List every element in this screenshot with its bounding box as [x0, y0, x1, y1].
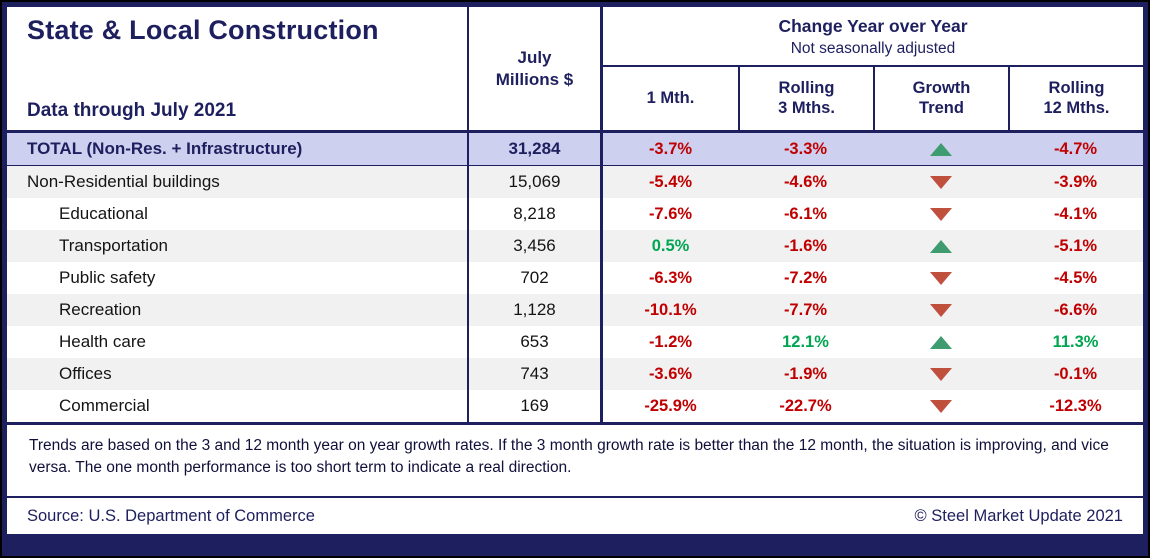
- pct-12mths: -3.9%: [1053, 172, 1098, 191]
- pct-1mth: 0.5%: [651, 236, 690, 255]
- table-row-recreation: Recreation 1,128 -10.1% -7.7% -6.6%: [7, 294, 1143, 326]
- sub-column-headers: 1 Mth. Rolling 3 Mths. Growth Trend Roll…: [603, 67, 1143, 130]
- pct-3mths: -7.7%: [783, 300, 828, 319]
- pct-12mths: -4.7%: [1053, 139, 1098, 158]
- trend-cell: [873, 133, 1008, 165]
- row-value: 8,218: [469, 198, 603, 230]
- pct-3mths: -6.1%: [783, 204, 828, 223]
- trend-up-icon: [929, 239, 952, 253]
- row-label: Health care: [7, 326, 469, 358]
- table-row-health-care: Health care 653 -1.2% 12.1% 11.3%: [7, 326, 1143, 358]
- row-value: 15,069: [469, 166, 603, 198]
- source-row: Source: U.S. Department of Commerce © St…: [7, 498, 1143, 534]
- trend-down-icon: [929, 271, 952, 285]
- table-row-public-safety: Public safety 702 -6.3% -7.2% -4.5%: [7, 262, 1143, 294]
- trend-cell: [873, 262, 1008, 294]
- row-value: 169: [469, 390, 603, 422]
- row-label: Educational: [7, 198, 469, 230]
- pct-3mths: -1.6%: [783, 236, 828, 255]
- pct-3mths: -3.3%: [783, 139, 828, 158]
- change-group-title-block: Change Year over Year Not seasonally adj…: [603, 7, 1143, 67]
- row-value: 653: [469, 326, 603, 358]
- trend-cell: [873, 358, 1008, 390]
- pct-3mths: -4.6%: [783, 172, 828, 191]
- trend-down-icon: [929, 175, 952, 189]
- table-row-transportation: Transportation 3,456 0.5% -1.6% -5.1%: [7, 230, 1143, 262]
- column-header-rolling-3mths: Rolling 3 Mths.: [738, 67, 873, 130]
- trend-cell: [873, 326, 1008, 358]
- trend-cell: [873, 198, 1008, 230]
- trend-down-icon: [929, 303, 952, 317]
- row-label: TOTAL (Non-Res. + Infrastructure): [7, 133, 469, 165]
- column-header-growth-trend: Growth Trend: [873, 67, 1008, 130]
- pct-1mth: -10.1%: [644, 300, 697, 319]
- table-row-educational: Educational 8,218 -7.6% -6.1% -4.1%: [7, 198, 1143, 230]
- trend-up-icon: [929, 335, 952, 349]
- pct-1mth: -3.7%: [648, 139, 693, 158]
- pct-12mths: -4.1%: [1053, 204, 1098, 223]
- pct-3mths: -22.7%: [779, 396, 832, 415]
- row-label: Transportation: [7, 230, 469, 262]
- row-value: 1,128: [469, 294, 603, 326]
- table-header: State & Local Construction Data through …: [7, 7, 1143, 133]
- trend-down-icon: [929, 367, 952, 381]
- trend-methodology-note: Trends are based on the 3 and 12 month y…: [7, 422, 1143, 498]
- pct-1mth: -6.3%: [648, 268, 693, 287]
- trend-cell: [873, 166, 1008, 198]
- table-row-offices: Offices 743 -3.6% -1.9% -0.1%: [7, 358, 1143, 390]
- pct-1mth: -1.2%: [648, 332, 693, 351]
- data-through-label: Data through July 2021: [27, 100, 237, 121]
- row-value: 31,284: [469, 133, 603, 165]
- pct-12mths: -4.5%: [1053, 268, 1098, 287]
- row-value: 3,456: [469, 230, 603, 262]
- group-header-title: Change Year over Year: [778, 16, 968, 36]
- column-header-july-millions: July Millions $: [469, 7, 603, 130]
- trend-down-icon: [929, 207, 952, 221]
- trend-cell: [873, 294, 1008, 326]
- column-header-rolling-12mths: Rolling 12 Mths.: [1008, 67, 1143, 130]
- copyright-label: © Steel Market Update 2021: [914, 506, 1123, 525]
- pct-12mths: 11.3%: [1052, 332, 1099, 351]
- row-value: 743: [469, 358, 603, 390]
- pct-12mths: -12.3%: [1049, 396, 1102, 415]
- change-group-header: Change Year over Year Not seasonally adj…: [603, 7, 1143, 130]
- trend-cell: [873, 230, 1008, 262]
- trend-down-icon: [929, 399, 952, 413]
- pct-1mth: -7.6%: [648, 204, 693, 223]
- pct-1mth: -3.6%: [648, 364, 693, 383]
- group-header-subtitle: Not seasonally adjusted: [790, 40, 956, 57]
- row-value: 702: [469, 262, 603, 294]
- row-label: Non-Residential buildings: [7, 166, 469, 198]
- row-label: Recreation: [7, 294, 469, 326]
- trend-up-icon: [929, 142, 952, 156]
- pct-12mths: -6.6%: [1053, 300, 1098, 319]
- row-label: Public safety: [7, 262, 469, 294]
- trend-cell: [873, 390, 1008, 422]
- row-label: Offices: [7, 358, 469, 390]
- source-label: Source: U.S. Department of Commerce: [27, 506, 315, 525]
- pct-1mth: -25.9%: [644, 396, 697, 415]
- table-row-total: TOTAL (Non-Res. + Infrastructure) 31,284…: [7, 133, 1143, 166]
- pct-1mth: -5.4%: [648, 172, 693, 191]
- table-row-commercial: Commercial 169 -25.9% -22.7% -12.3%: [7, 390, 1143, 422]
- pct-3mths: 12.1%: [782, 332, 829, 351]
- pct-12mths: -5.1%: [1053, 236, 1098, 255]
- pct-3mths: -1.9%: [783, 364, 828, 383]
- pct-3mths: -7.2%: [783, 268, 828, 287]
- bottom-navy-strip: [7, 534, 1143, 551]
- header-left-cell: State & Local Construction Data through …: [7, 7, 469, 130]
- row-label: Commercial: [7, 390, 469, 422]
- column-header-1mth: 1 Mth.: [646, 88, 695, 107]
- table-row-non-residential-buildings: Non-Residential buildings 15,069 -5.4% -…: [7, 166, 1143, 198]
- page-title: State & Local Construction: [27, 15, 379, 45]
- pct-12mths: -0.1%: [1053, 364, 1098, 383]
